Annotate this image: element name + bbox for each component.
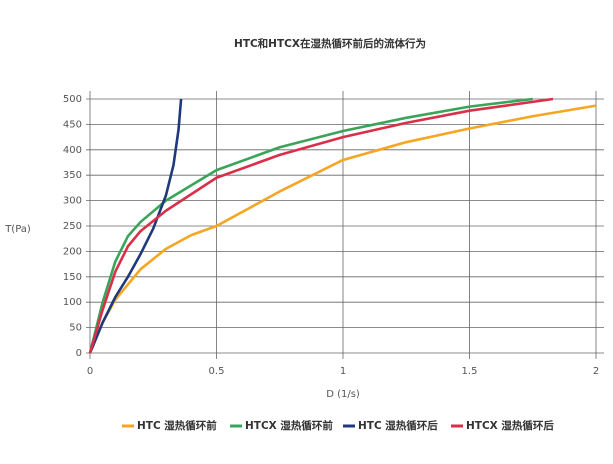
- legend-label: HTCX 湿热循环后: [466, 419, 554, 432]
- legend-label: HTC 湿热循环前: [137, 419, 217, 432]
- y-tick-label: 200: [63, 246, 82, 257]
- x-tick-label: 1: [340, 366, 346, 377]
- y-tick-label: 50: [69, 323, 82, 334]
- y-tick-label: 350: [63, 170, 82, 181]
- legend-label: HTCX 湿热循环前: [245, 419, 333, 432]
- x-axis-label: D (1/s): [326, 389, 360, 400]
- y-tick-label: 450: [63, 119, 82, 130]
- x-tick-label: 0: [87, 366, 93, 377]
- x-tick-label: 1.5: [462, 366, 478, 377]
- y-axis-label: T(Pa): [4, 224, 31, 235]
- y-tick-label: 0: [76, 348, 82, 359]
- y-tick-label: 300: [63, 196, 82, 207]
- y-tick-label: 500: [63, 94, 82, 105]
- chart-title: HTC和HTCX在湿热循环前后的流体行为: [234, 37, 426, 50]
- x-tick-label: 0.5: [209, 366, 225, 377]
- y-tick-label: 250: [63, 221, 82, 232]
- legend-label: HTC 湿热循环后: [358, 419, 438, 432]
- series-line: [88, 97, 554, 354]
- y-tick-label: 150: [63, 272, 82, 283]
- x-tick-label: 2: [593, 366, 599, 377]
- series-line: [88, 97, 533, 354]
- y-tick-label: 100: [63, 297, 82, 308]
- series-line: [88, 98, 183, 354]
- y-tick-label: 400: [63, 145, 82, 156]
